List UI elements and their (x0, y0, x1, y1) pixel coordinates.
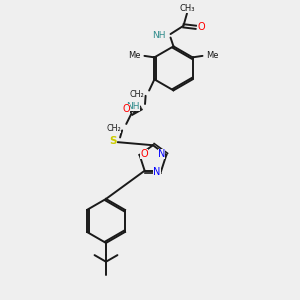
Text: NH: NH (126, 102, 140, 111)
Text: N: N (158, 149, 165, 159)
Text: O: O (197, 22, 205, 32)
Text: Me: Me (128, 51, 141, 60)
Text: CH₂: CH₂ (106, 124, 121, 133)
Text: N: N (153, 167, 161, 177)
Text: O: O (122, 104, 130, 114)
Text: Me: Me (206, 51, 218, 60)
Text: CH₃: CH₃ (179, 4, 195, 13)
Text: NH: NH (152, 31, 166, 40)
Text: CH₂: CH₂ (129, 90, 144, 99)
Text: S: S (109, 136, 117, 146)
Text: O: O (140, 148, 148, 158)
